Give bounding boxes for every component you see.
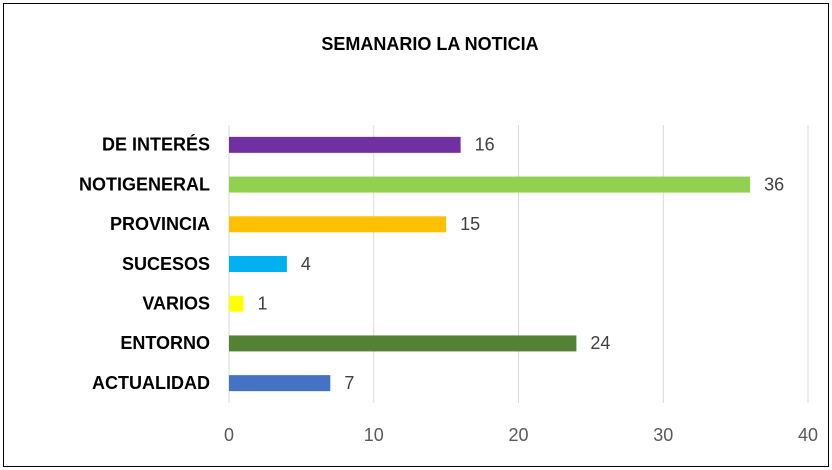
bar — [229, 256, 287, 272]
x-tick-label: 0 — [224, 425, 234, 445]
bar — [229, 176, 751, 193]
y-tick-label: ENTORNO — [120, 333, 210, 353]
y-tick-label: DE INTERÉS — [102, 134, 210, 155]
x-tick-label: 20 — [508, 425, 528, 445]
bar — [229, 295, 244, 312]
y-tick-label: VARIOS — [142, 293, 210, 313]
y-tick-label: NOTIGENERAL — [79, 174, 210, 194]
data-label: 15 — [460, 214, 480, 234]
x-tick-label: 30 — [653, 425, 673, 445]
data-label: 4 — [301, 254, 311, 274]
bar — [229, 216, 447, 233]
y-tick-label: PROVINCIA — [110, 214, 210, 234]
y-tick-label: SUCESOS — [122, 254, 210, 274]
chart-title: SEMANARIO LA NOTICIA — [321, 34, 538, 54]
x-tick-label: 40 — [798, 425, 818, 445]
bar — [229, 136, 461, 153]
data-label: 7 — [344, 373, 354, 393]
bar — [229, 335, 577, 352]
data-label: 1 — [257, 293, 267, 313]
data-label: 16 — [475, 135, 495, 155]
x-tick-label: 10 — [364, 425, 384, 445]
y-tick-label: ACTUALIDAD — [92, 373, 210, 393]
data-label: 36 — [764, 174, 784, 194]
data-label: 24 — [590, 333, 610, 353]
chart-border — [3, 3, 829, 467]
bar — [229, 375, 331, 392]
